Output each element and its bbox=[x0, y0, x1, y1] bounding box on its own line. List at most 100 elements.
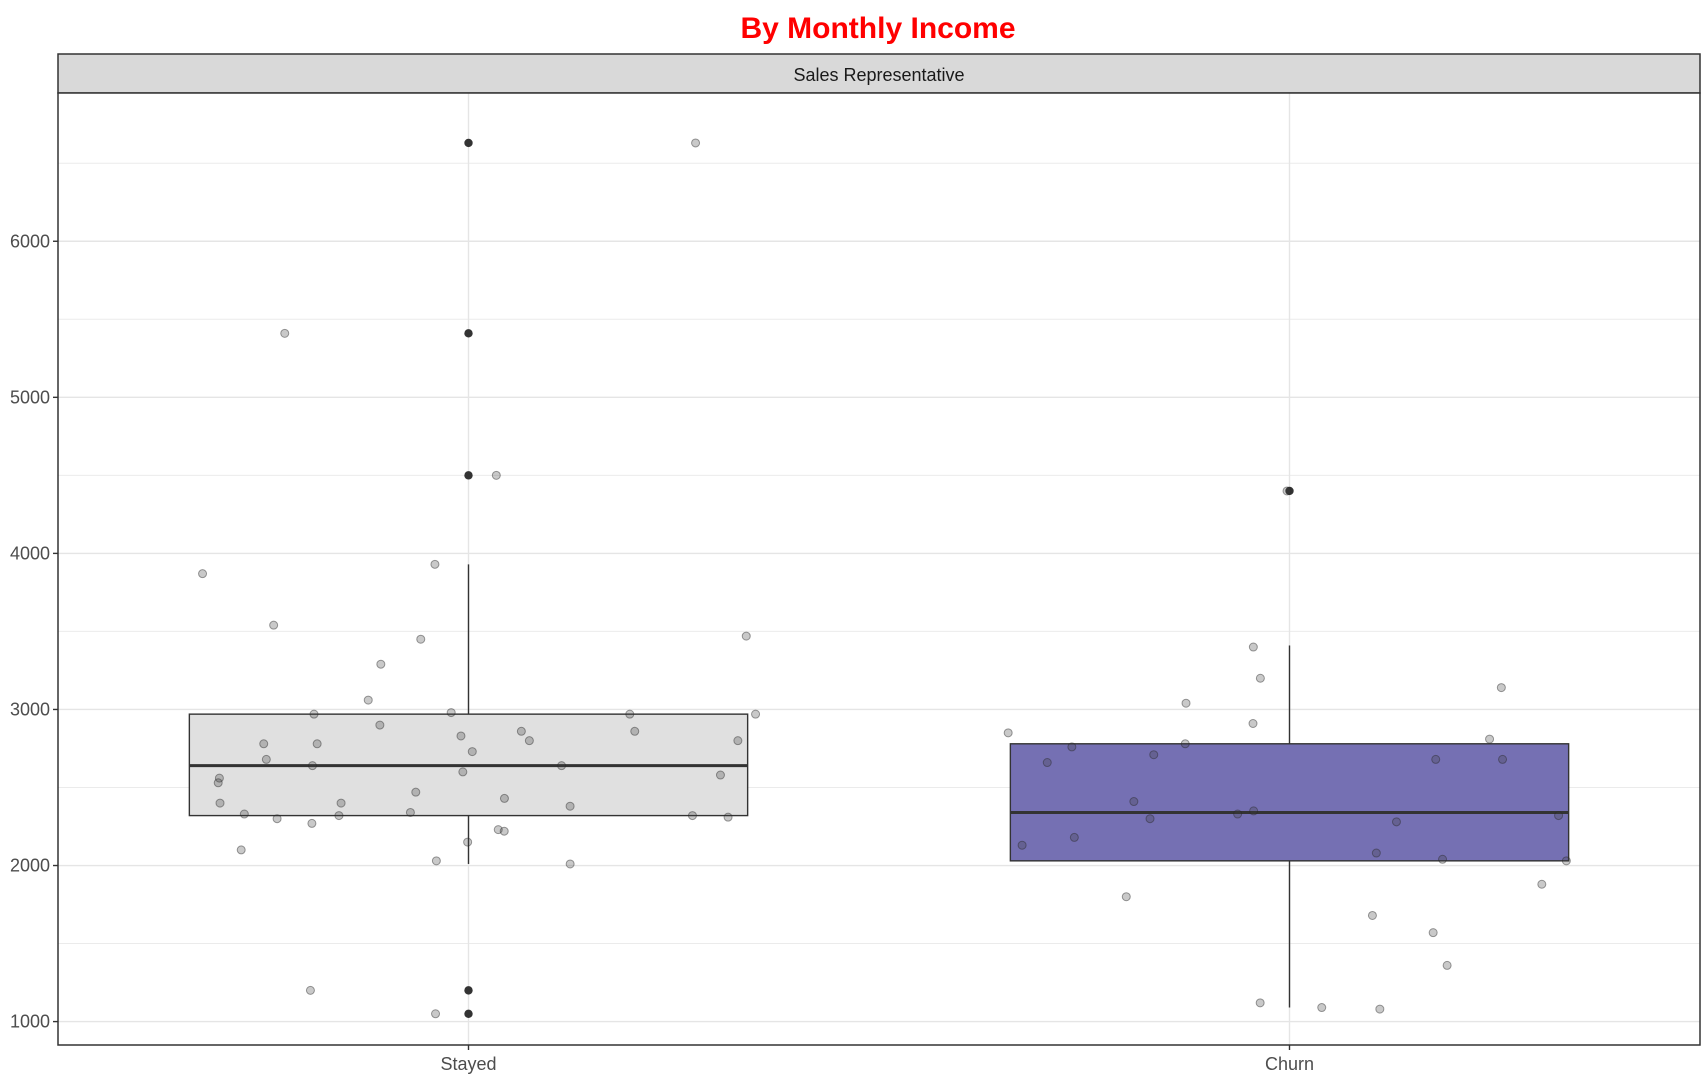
jitter-point bbox=[1149, 750, 1159, 760]
jitter-point bbox=[214, 773, 224, 783]
y-tick-label: 3000 bbox=[10, 699, 50, 719]
jitter-point bbox=[1496, 683, 1506, 693]
jitter-point bbox=[307, 818, 317, 828]
jitter-point bbox=[1017, 840, 1027, 850]
jitter-point bbox=[416, 634, 426, 644]
jitter-point bbox=[213, 778, 223, 788]
jitter-point bbox=[565, 859, 575, 869]
jitter-point bbox=[312, 739, 322, 749]
jitter-point bbox=[1248, 642, 1258, 652]
jitter-point bbox=[1233, 809, 1243, 819]
jitter-point bbox=[524, 736, 534, 746]
outlier-point bbox=[464, 329, 473, 338]
jitter-point bbox=[431, 1009, 441, 1019]
axes: 1000 2000 3000 4000 5000 6000 Stayed Churn bbox=[10, 231, 1314, 1074]
jitter-point bbox=[376, 659, 386, 669]
jitter-point bbox=[458, 767, 468, 777]
jitter-point bbox=[1181, 698, 1191, 708]
jitter-point bbox=[1498, 754, 1508, 764]
jitter-point bbox=[1371, 848, 1381, 858]
jitter-point bbox=[499, 793, 509, 803]
jitter-point bbox=[259, 739, 269, 749]
plot-panel bbox=[58, 93, 1700, 1045]
jitter-point bbox=[687, 811, 697, 821]
jitter-point bbox=[557, 761, 567, 771]
jitter-point bbox=[446, 708, 456, 718]
jitter-point bbox=[691, 138, 701, 148]
facet-label: Sales Representative bbox=[793, 65, 964, 85]
jitter-point bbox=[467, 747, 477, 757]
jitter-point bbox=[411, 787, 421, 797]
jitter-point bbox=[630, 726, 640, 736]
y-tick-label: 6000 bbox=[10, 231, 50, 251]
jitter-point bbox=[1003, 728, 1013, 738]
jitter-point bbox=[309, 709, 319, 719]
jitter-point bbox=[1391, 817, 1401, 827]
jitter-point bbox=[493, 825, 503, 835]
jitter-point bbox=[198, 569, 208, 579]
outlier-point bbox=[464, 138, 473, 148]
x-tick-label: Churn bbox=[1265, 1054, 1314, 1074]
jitter-point bbox=[1180, 739, 1190, 749]
jitter-point bbox=[1367, 910, 1377, 920]
jitter-point bbox=[336, 798, 346, 808]
jitter-point bbox=[1428, 928, 1438, 938]
outlier-point bbox=[464, 1009, 473, 1018]
jitter-point bbox=[236, 845, 246, 855]
jitter-point bbox=[1554, 811, 1564, 821]
jitter-point bbox=[1431, 754, 1441, 764]
jitter-point bbox=[1145, 814, 1155, 824]
jitter-point bbox=[1129, 797, 1139, 807]
x-tick-label: Stayed bbox=[440, 1054, 496, 1074]
jitter-point bbox=[741, 631, 751, 641]
jitter-point bbox=[1121, 892, 1131, 902]
jitter-point bbox=[751, 709, 761, 719]
jitter-point bbox=[625, 709, 635, 719]
jitter-point bbox=[565, 801, 575, 811]
jitter-point bbox=[272, 814, 282, 824]
jitter-point bbox=[1067, 742, 1077, 752]
jitter-point bbox=[375, 720, 385, 730]
jitter-point bbox=[431, 856, 441, 866]
facet-strip bbox=[57, 53, 1701, 94]
jitter-point bbox=[1069, 832, 1079, 842]
y-tick-label: 1000 bbox=[10, 1012, 50, 1032]
jitter-point bbox=[1317, 1003, 1327, 1013]
jitter-point bbox=[1561, 856, 1571, 866]
jitter-point bbox=[1042, 758, 1052, 768]
jitter-point bbox=[215, 798, 225, 808]
jitter-point bbox=[1537, 879, 1547, 889]
boxes bbox=[188, 138, 1570, 1018]
jitter-points bbox=[198, 138, 1571, 1019]
jitter-point bbox=[516, 726, 526, 736]
box-churn bbox=[1009, 486, 1570, 1008]
jitter-point bbox=[305, 985, 315, 995]
jitter-point bbox=[239, 809, 249, 819]
jitter-point bbox=[261, 754, 271, 764]
box-iqr bbox=[1009, 743, 1570, 862]
jitter-point bbox=[269, 620, 279, 630]
jitter-point bbox=[1282, 486, 1292, 496]
jitter-point bbox=[1442, 960, 1452, 970]
jitter-point bbox=[280, 328, 290, 338]
jitter-point bbox=[1255, 998, 1265, 1008]
outlier-point bbox=[464, 471, 473, 480]
jitter-point bbox=[733, 736, 743, 746]
panel-border bbox=[57, 92, 1701, 1046]
jitter-point bbox=[499, 826, 509, 836]
chart-title: By Monthly Income bbox=[740, 12, 1015, 45]
jitter-point bbox=[430, 559, 440, 569]
jitter-point bbox=[723, 812, 733, 822]
jitter-point bbox=[1248, 719, 1258, 729]
jitter-point bbox=[405, 807, 415, 817]
jitter-point bbox=[1249, 806, 1259, 816]
jitter-point bbox=[1438, 854, 1448, 864]
outlier-point bbox=[1285, 486, 1294, 496]
jitter-point bbox=[363, 695, 373, 705]
jitter-point bbox=[463, 837, 473, 847]
jitter-point bbox=[491, 470, 501, 480]
jitter-point bbox=[334, 811, 344, 821]
y-tick-label: 5000 bbox=[10, 387, 50, 407]
outlier-point bbox=[464, 986, 473, 995]
